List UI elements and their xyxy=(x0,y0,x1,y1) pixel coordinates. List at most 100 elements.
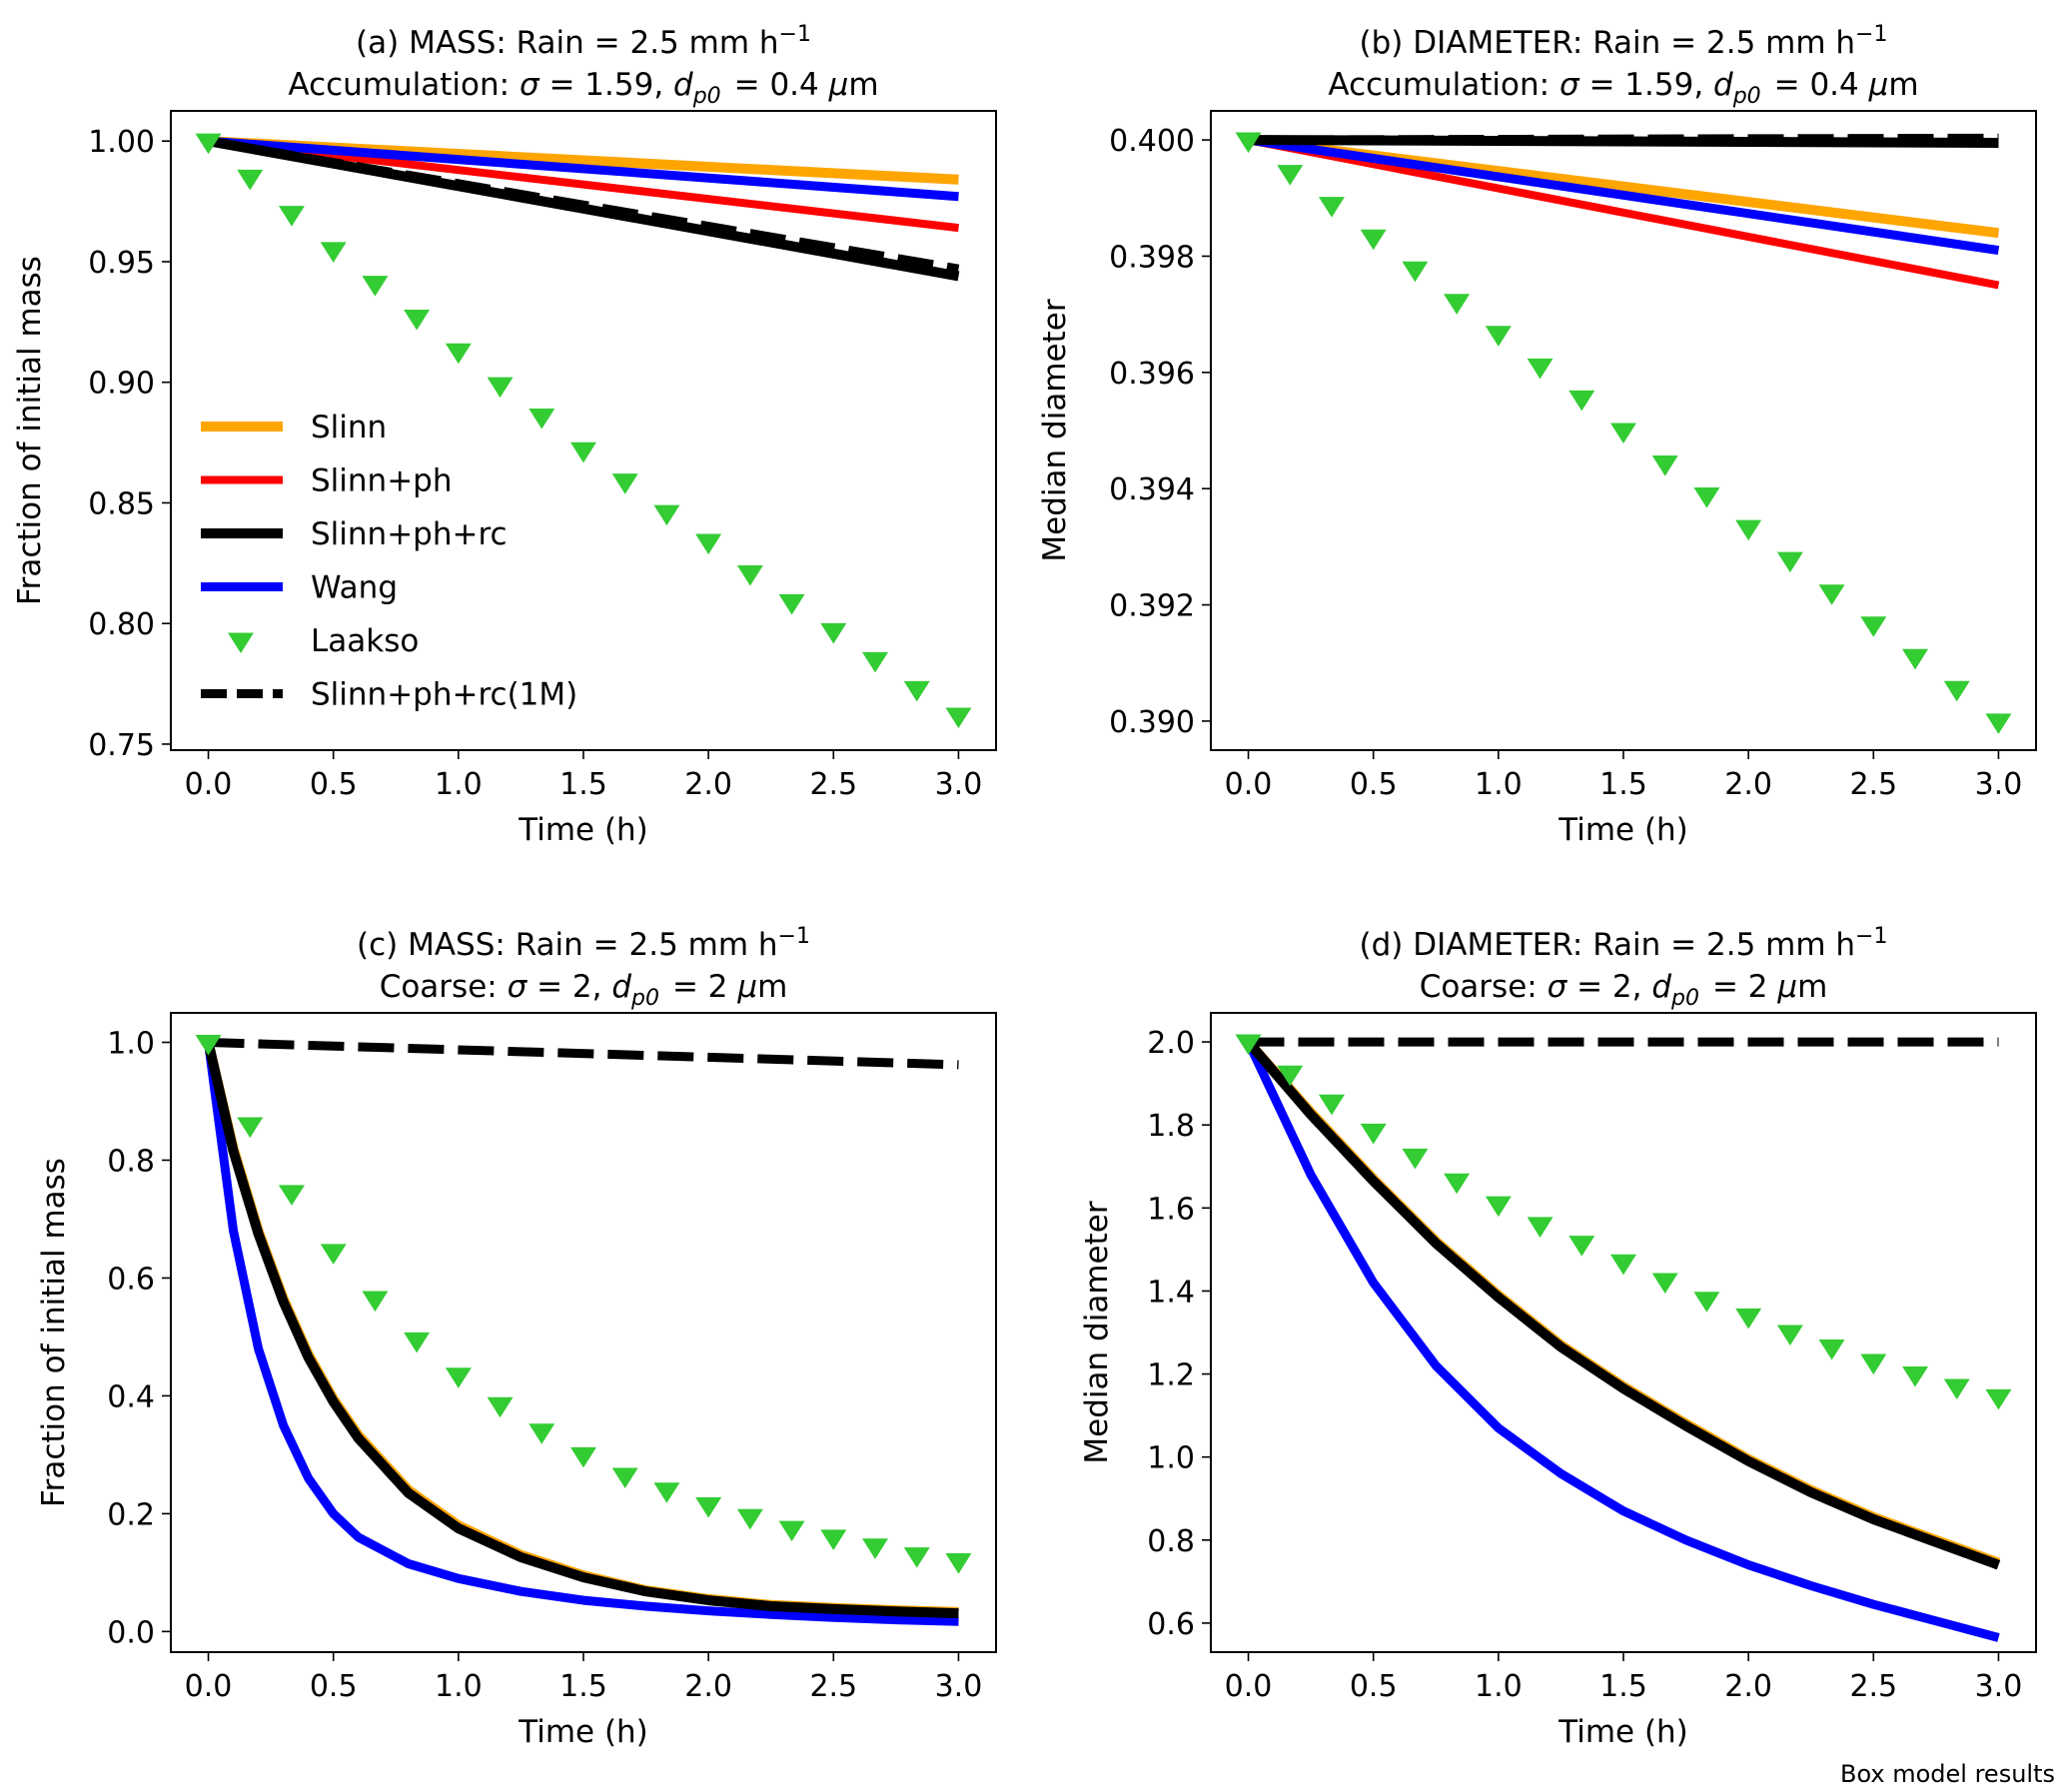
laakso-marker xyxy=(736,564,763,586)
y-tick-label: 0.2 xyxy=(107,1497,155,1532)
chart-title-text: (a) MASS: Rain = 2.5 mm h xyxy=(356,25,779,61)
laakso-marker xyxy=(445,343,472,365)
x-tick-label: 0.5 xyxy=(1350,767,1398,802)
x-tick-label: 3.0 xyxy=(935,1669,983,1704)
laakso-marker xyxy=(1527,1217,1553,1238)
x-tick-label: 2.5 xyxy=(809,767,857,802)
series-laakso xyxy=(195,1034,972,1574)
laakso-marker xyxy=(487,377,514,399)
x-tick-label: 1.5 xyxy=(559,767,607,802)
laakso-marker xyxy=(1610,423,1636,444)
axes-frame xyxy=(170,110,997,751)
laakso-marker xyxy=(653,504,680,526)
x-tick-label: 1.5 xyxy=(1599,767,1647,802)
y-tick-label: 0.6 xyxy=(1147,1607,1195,1642)
laakso-marker xyxy=(903,1547,930,1568)
legend-item-slinn-plus-ph-plus-rc1m: Slinn+ph+rc(1M) xyxy=(201,677,577,713)
footer-caption: Box model results xyxy=(1840,1760,2055,1788)
y-tick-label: 0.0 xyxy=(107,1615,155,1650)
laakso-marker xyxy=(1610,1254,1636,1276)
x-axis-label: Time (h) xyxy=(1557,1714,1688,1750)
laakso-marker xyxy=(278,206,305,227)
axes-frame xyxy=(170,1012,997,1653)
laakso-marker xyxy=(1902,1366,1929,1387)
laakso-marker xyxy=(1735,1308,1762,1330)
laakso-marker xyxy=(820,1529,847,1550)
laakso-marker xyxy=(320,1244,347,1265)
y-tick-label: 1.6 xyxy=(1147,1192,1195,1227)
x-tick-label: 2.5 xyxy=(809,1669,857,1704)
laakso-marker xyxy=(653,1482,680,1503)
series-slinn-plus-ph-plus-rc xyxy=(203,1041,959,1619)
chart-title-superscript: −1 xyxy=(1855,924,1887,949)
chart-title: (b) DIAMETER: Rain = 2.5 mm h−1 xyxy=(1360,22,1888,61)
laakso-marker xyxy=(1485,1196,1512,1218)
y-tick-label: 1.0 xyxy=(1147,1441,1195,1476)
laakso-marker xyxy=(1277,1065,1304,1087)
y-tick-label: 2.0 xyxy=(1147,1026,1195,1061)
legend-item-slinn-plus-ph: Slinn+ph xyxy=(201,463,453,499)
y-tick-label: 0.392 xyxy=(1109,589,1195,624)
x-tick-label: 1.5 xyxy=(559,1669,607,1704)
laakso-marker xyxy=(570,442,596,463)
x-tick-label: 3.0 xyxy=(935,767,983,802)
laakso-marker xyxy=(487,1396,514,1418)
laakso-marker xyxy=(1444,294,1471,315)
y-axis-label: Fraction of initial mass xyxy=(36,1158,72,1507)
legend-label: Laakso xyxy=(311,623,419,659)
legend-marker xyxy=(228,632,254,653)
laakso-marker xyxy=(362,1291,389,1313)
laakso-marker xyxy=(1818,584,1845,605)
laakso-marker xyxy=(1485,326,1512,347)
x-tick-label: 0.0 xyxy=(1225,767,1273,802)
laakso-marker xyxy=(237,1117,264,1139)
laakso-marker xyxy=(528,1423,555,1444)
laakso-marker xyxy=(1693,1292,1720,1313)
chart-title-superscript: −1 xyxy=(779,22,811,47)
y-tick-label: 0.75 xyxy=(88,728,155,763)
legend-label: Slinn+ph xyxy=(311,463,453,499)
laakso-marker xyxy=(1235,1034,1262,1056)
series-laakso xyxy=(195,133,972,728)
laakso-marker xyxy=(820,622,847,644)
laakso-marker xyxy=(1902,648,1929,670)
laakso-marker xyxy=(1318,197,1345,218)
series-wang xyxy=(208,136,959,202)
laakso-marker xyxy=(404,309,431,331)
chart-title: (a) MASS: Rain = 2.5 mm h−1 xyxy=(356,22,811,61)
x-tick-label: 0.0 xyxy=(1225,1669,1273,1704)
plot-area xyxy=(1235,132,2012,734)
y-tick-label: 0.400 xyxy=(1109,124,1195,159)
laakso-marker xyxy=(695,1496,722,1518)
chart-title-superscript: −1 xyxy=(1855,22,1887,47)
x-axis-label: Time (h) xyxy=(517,812,648,848)
series-slinn-plus-ph xyxy=(1247,136,2000,290)
laakso-marker xyxy=(1860,616,1887,637)
x-tick-label: 2.0 xyxy=(684,767,732,802)
y-tick-label: 0.95 xyxy=(88,246,155,281)
series-slinn-plus-ph-plus-rc1m xyxy=(1248,133,1999,145)
y-tick-label: 1.00 xyxy=(88,125,155,160)
laakso-marker xyxy=(1568,390,1595,412)
x-axis-label: Time (h) xyxy=(517,1714,648,1750)
laakso-marker xyxy=(1943,1378,1970,1400)
laakso-marker xyxy=(1776,1325,1803,1345)
chart-title-superscript: −1 xyxy=(778,924,810,949)
y-tick-label: 0.4 xyxy=(107,1379,155,1414)
laakso-marker xyxy=(1444,1173,1471,1195)
panel-c: (c) MASS: Rain = 2.5 mm h−1 Coarse: σ = 2… xyxy=(36,924,997,1750)
x-tick-label: 2.5 xyxy=(1849,1669,1897,1704)
x-tick-label: 3.0 xyxy=(1975,1669,2023,1704)
y-tick-label: 1.4 xyxy=(1147,1275,1195,1310)
y-tick-label: 0.90 xyxy=(88,367,155,402)
laakso-marker xyxy=(1985,713,2012,734)
y-tick-label: 0.394 xyxy=(1109,472,1195,507)
plot-area xyxy=(195,133,972,728)
laakso-marker xyxy=(195,133,222,155)
laakso-marker xyxy=(362,276,389,297)
laakso-marker xyxy=(528,408,555,430)
laakso-marker xyxy=(1527,358,1553,380)
series-slinn-plus-ph-plus-rc1m xyxy=(208,1038,959,1070)
y-tick-label: 0.85 xyxy=(88,486,155,521)
